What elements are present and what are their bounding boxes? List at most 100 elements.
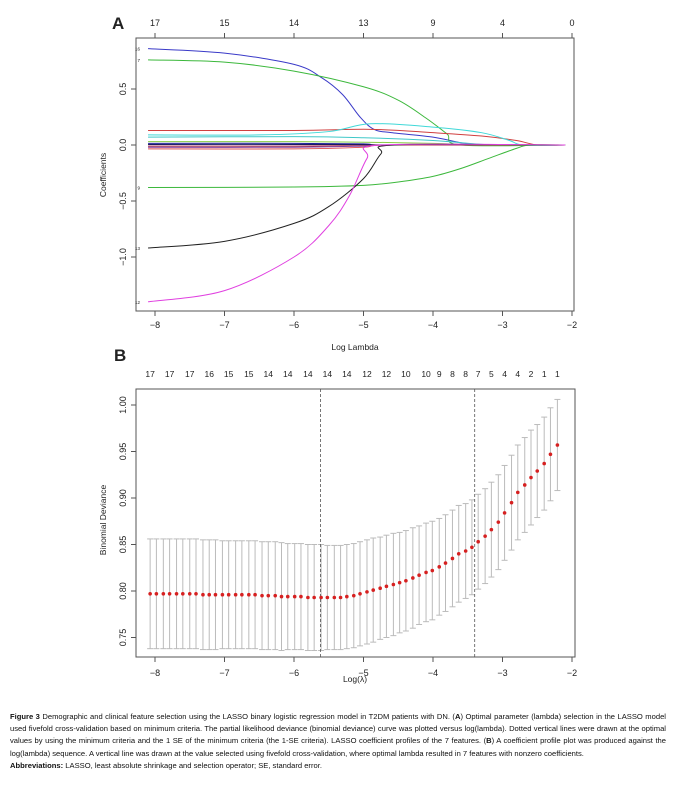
deviance-point: [154, 591, 159, 596]
series-label: 12: [135, 300, 141, 305]
top-axis-label: 4: [502, 369, 507, 379]
panel-label-b: B: [114, 346, 126, 365]
deviance-point: [312, 595, 316, 600]
top-axis-label: 14: [283, 369, 293, 379]
top-axis-label: 15: [244, 369, 254, 379]
deviance-point: [483, 534, 487, 538]
y-tick-label: 0.90: [118, 489, 128, 507]
top-axis-label: 12: [362, 369, 372, 379]
coefficient-path: [148, 144, 566, 189]
deviance-point: [515, 490, 520, 495]
top-axis-label: 9: [430, 18, 435, 28]
series-label: 16: [135, 47, 141, 52]
deviance-point: [299, 594, 303, 599]
x-tick-label: −2: [567, 320, 577, 330]
caption-ref-b: B: [486, 736, 492, 746]
deviance-point: [240, 592, 244, 597]
deviance-point: [273, 593, 278, 598]
deviance-point: [226, 592, 231, 597]
coefficient-path: [147, 143, 566, 303]
deviance-point: [181, 591, 185, 596]
deviance-point: [463, 549, 468, 553]
top-axis-label: 13: [358, 18, 368, 28]
deviance-point: [535, 469, 540, 473]
x-tick-label: −6: [289, 668, 299, 678]
deviance-point: [201, 592, 205, 597]
caption-text: Demographic and clinical feature selecti…: [39, 712, 455, 721]
deviance-point: [351, 593, 356, 598]
top-axis-label: 14: [303, 369, 313, 379]
top-axis-label: 17: [150, 18, 160, 28]
x-tick-label: −4: [428, 320, 438, 330]
deviance-point: [411, 576, 415, 580]
y-tick-label: 0.0: [118, 139, 128, 152]
y-tick-label: −0.5: [118, 192, 128, 210]
top-axis-label: 12: [382, 369, 392, 379]
deviance-point: [437, 565, 442, 569]
deviance-point: [319, 595, 323, 600]
top-axis-label: 4: [515, 369, 520, 379]
deviance-point: [247, 592, 251, 597]
top-axis-label: 1: [542, 369, 547, 379]
deviance-point: [161, 591, 166, 596]
deviance-point: [470, 545, 474, 550]
y-tick-label: 0.95: [118, 443, 128, 461]
deviance-point: [430, 568, 435, 573]
y-tick-label: 0.5: [118, 83, 128, 96]
deviance-point: [174, 591, 179, 596]
deviance-point: [522, 483, 527, 487]
panel-label-a: A: [112, 14, 124, 33]
deviance-point: [292, 594, 297, 599]
caption-body: Figure 3 Demographic and clinical featur…: [10, 711, 666, 760]
deviance-point: [220, 592, 225, 597]
deviance-point: [148, 591, 152, 596]
deviance-point: [404, 578, 408, 583]
series-label: 7: [138, 58, 141, 63]
top-axis-label: 10: [421, 369, 431, 379]
coefficient-path: [148, 123, 566, 146]
x-tick-label: −8: [150, 320, 160, 330]
x-axis-label: Log(λ): [343, 674, 367, 684]
deviance-point: [450, 556, 455, 561]
deviance-point: [358, 591, 362, 596]
deviance-point: [502, 511, 507, 515]
top-axis-label: 0: [569, 18, 574, 28]
deviance-point: [167, 591, 172, 596]
top-axis-label: 5: [489, 369, 494, 379]
deviance-point: [371, 588, 376, 592]
deviance-point: [509, 500, 514, 505]
x-tick-label: −4: [428, 668, 438, 678]
deviance-point: [266, 593, 271, 598]
deviance-point: [285, 594, 290, 599]
deviance-point: [365, 590, 369, 594]
x-axis-label: Log Lambda: [331, 342, 379, 352]
deviance-point: [489, 527, 494, 532]
x-tick-label: −2: [567, 668, 577, 678]
top-axis-label: 17: [165, 369, 175, 379]
deviance-point: [345, 594, 349, 599]
top-axis-label: 4: [500, 18, 505, 28]
y-axis-label: Coefficients: [98, 153, 108, 197]
top-axis-label: 9: [437, 369, 442, 379]
top-axis-label: 16: [204, 369, 214, 379]
deviance-point: [194, 591, 198, 596]
top-axis-label: 10: [401, 369, 411, 379]
deviance-point: [456, 552, 461, 556]
chart-b-cross-validation: B −8 −7 −6 −5 −4 −3 −2 0.75 0.80 0.85 0.90 0.95 1.00…: [98, 346, 577, 684]
deviance-point: [476, 539, 480, 544]
deviance-point: [260, 593, 264, 598]
deviance-point: [529, 475, 533, 480]
y-tick-label: 0.85: [118, 536, 128, 554]
deviance-point: [332, 595, 337, 600]
top-axis-label: 2: [529, 369, 534, 379]
top-axis-label: 15: [219, 18, 229, 28]
deviance-point: [233, 592, 238, 597]
y-tick-label: 0.80: [118, 582, 128, 600]
x-tick-label: −5: [358, 320, 368, 330]
deviance-point: [378, 586, 382, 591]
x-tick-label: −7: [219, 320, 229, 330]
y-tick-label: 1.00: [118, 396, 128, 414]
abbreviations: Abbreviations: LASSO, least absolute shr…: [10, 760, 666, 772]
chart-a-coefficient-profile: A −8 −7 −6 −5 −4 −3 −2 17 15 14 13 9 4 0 −1.0 −0.5 0.0 0.…: [98, 14, 577, 352]
top-axis-label: 8: [450, 369, 455, 379]
